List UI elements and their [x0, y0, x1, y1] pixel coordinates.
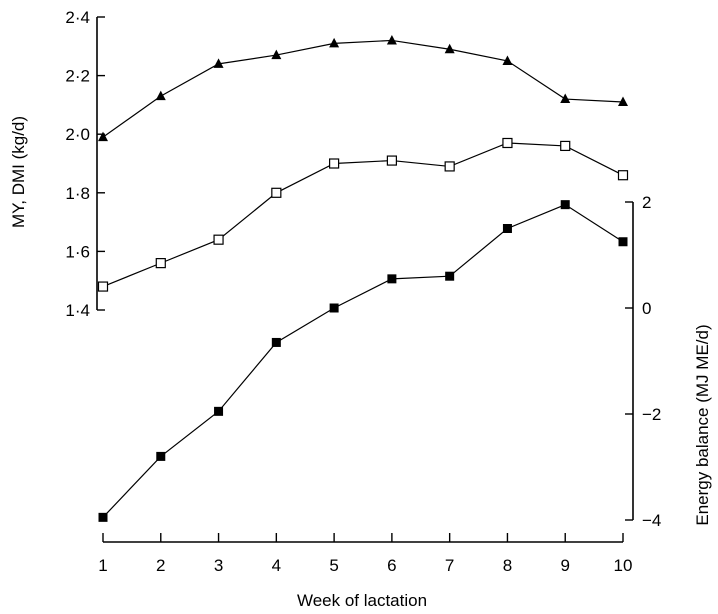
axes: 1·4 1·6 1·8 2·0 2·2 2·4 −4 −2 0 2 1 2 3 4 5 6 7 8 9 10	[65, 8, 661, 575]
open-square-marker	[502, 137, 513, 149]
triangle-marker	[502, 55, 513, 65]
filled-square-marker	[156, 451, 166, 461]
open-square-marker	[560, 140, 571, 152]
y-right-tick-label: −2	[642, 405, 661, 424]
x-tick-label: 2	[156, 556, 165, 575]
y-left-tick-label: 1·6	[65, 242, 90, 261]
filled-square-marker	[329, 303, 339, 313]
x-tick-label: 10	[614, 556, 633, 575]
y-left-tick-label: 1·4	[65, 301, 90, 320]
x-tick-label: 4	[272, 556, 281, 575]
triangle-marker	[213, 58, 224, 68]
open-square-marker	[444, 161, 455, 172]
y-axis-right-title: Energy balance (MJ ME/d)	[693, 324, 712, 525]
triangle-marker	[444, 43, 455, 54]
y-right-tick-label: −4	[642, 511, 661, 530]
triangle-marker	[155, 90, 166, 101]
filled-square-marker	[214, 406, 224, 416]
y-left-tick-label: 2·0	[65, 125, 90, 144]
x-tick-label: 6	[387, 556, 396, 575]
open-square-marker	[271, 187, 282, 198]
series-line-filled-square	[102, 203, 624, 518]
series-group	[97, 34, 629, 522]
x-tick-label: 5	[329, 556, 338, 575]
open-square-marker	[155, 258, 166, 269]
filled-square-marker	[560, 200, 570, 210]
x-tick-label: 8	[503, 556, 512, 575]
triangle-marker	[560, 93, 571, 104]
filled-square-marker	[98, 512, 108, 522]
y-axis-left-title: MY, DMI (kg/d)	[9, 116, 28, 228]
x-axis-title: Week of lactation	[297, 591, 427, 610]
triangle-marker	[271, 49, 282, 60]
filled-square-marker	[618, 237, 628, 247]
triangle-marker	[329, 37, 340, 48]
filled-square-marker	[387, 274, 397, 284]
y-left-tick-label: 2·4	[65, 8, 90, 27]
x-tick-label: 7	[445, 556, 454, 575]
open-square-marker	[329, 158, 340, 169]
open-square-marker	[386, 155, 397, 166]
y-left-tick-label: 1·8	[65, 184, 90, 203]
series-line-filled-triangle	[102, 39, 624, 138]
filled-square-marker	[502, 224, 512, 233]
filled-square-marker	[271, 337, 281, 347]
triangle-marker	[618, 96, 628, 106]
triangle-marker	[386, 34, 397, 45]
y-right-tick-label: 2	[642, 193, 651, 212]
y-left-tick-label: 2·2	[65, 67, 90, 86]
filled-square-marker	[445, 271, 455, 281]
x-tick-label: 3	[214, 556, 223, 575]
x-tick-label: 9	[560, 556, 569, 575]
triangle-marker	[98, 131, 108, 142]
series-line-open-square	[102, 142, 624, 288]
y-right-tick-label: 0	[642, 299, 651, 318]
x-tick-label: 1	[98, 556, 107, 575]
open-square-marker	[97, 281, 109, 292]
open-square-marker	[213, 234, 224, 245]
open-square-marker	[617, 170, 629, 181]
